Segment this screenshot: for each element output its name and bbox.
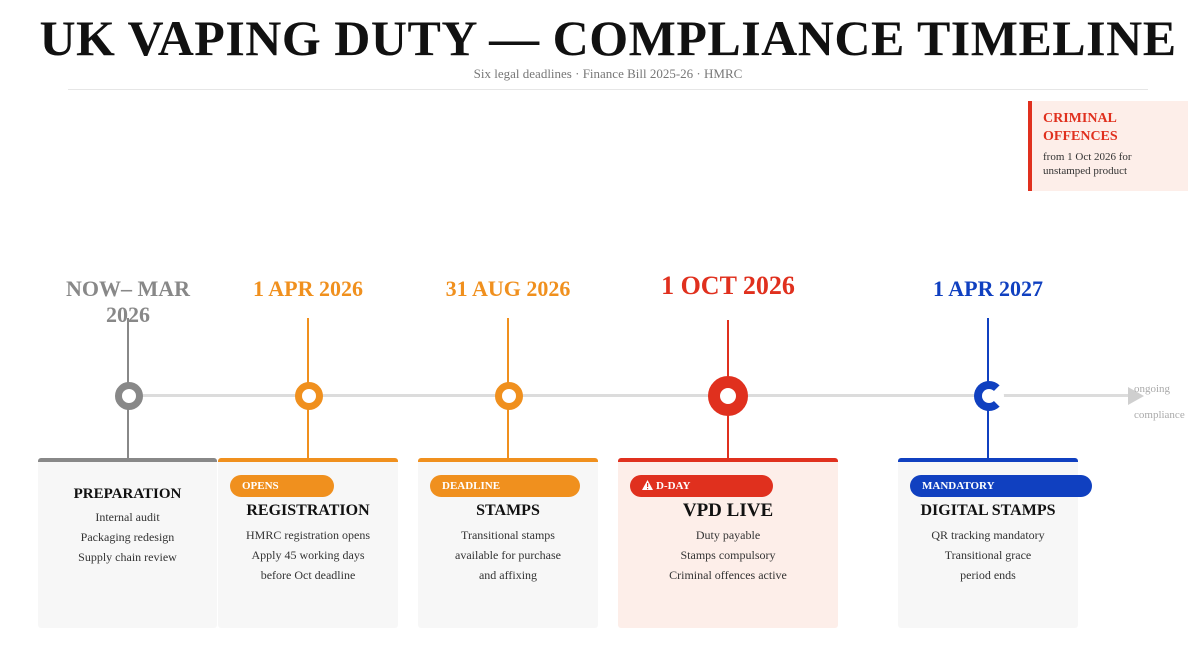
milestone-date-preparation: NOW– MAR 2026: [65, 276, 191, 327]
milestone-card-digital-stamps: MANDATORY DIGITAL STAMPS QR tracking man…: [898, 458, 1092, 628]
card-description: Internal audit Packaging redesign Supply…: [38, 507, 217, 567]
card-line: Internal audit: [95, 510, 160, 524]
milestone-node-vpd-live[interactable]: [708, 376, 748, 416]
milestone-card-stamps: DEADLINE STAMPS Transitional stamps avai…: [418, 458, 598, 628]
milestone-node-stamps[interactable]: [495, 382, 523, 410]
milestone-date-stamps: 31 AUG 2026: [445, 276, 571, 301]
callout-title: CRIMINAL OFFENCES: [1043, 111, 1118, 144]
callout-text: from 1 Oct 2026 for unstamped product: [1043, 151, 1132, 177]
milestone-node-digital-stamps[interactable]: [974, 381, 1004, 411]
card-line: period ends: [960, 568, 1016, 582]
card-title: REGISTRATION: [246, 502, 370, 519]
card-line: Transitional stamps: [461, 528, 555, 542]
card-line: Transitional grace: [944, 548, 1032, 562]
header-divider: [68, 89, 1148, 90]
card-line: Packaging redesign: [80, 530, 175, 544]
warning-icon: [642, 480, 653, 490]
milestone-date-vpd-live: 1 OCT 2026: [661, 271, 795, 300]
page-title: UK VAPING DUTY — COMPLIANCE TIMELINE: [39, 10, 1177, 66]
card-line: Criminal offences active: [669, 568, 787, 582]
page-subtitle: Six legal deadlines · Finance Bill 2025-…: [473, 66, 743, 81]
card-line: before Oct deadline: [260, 568, 356, 582]
card-description: Transitional stamps available for purcha…: [418, 525, 598, 585]
card-title: DIGITAL STAMPS: [920, 502, 1056, 519]
timeline-arrow-icon: [1128, 387, 1144, 405]
card-description: HMRC registration opens Apply 45 working…: [218, 525, 398, 585]
milestone-card-registration: OPENS REGISTRATION HMRC registration ope…: [218, 458, 398, 628]
card-line: QR tracking mandatory: [931, 528, 1045, 542]
milestone-card-vpd-live: D-DAY VPD LIVE Duty payable Stamps compu…: [618, 458, 838, 628]
card-line: and affixing: [478, 568, 538, 582]
card-title: PREPARATION: [73, 486, 182, 502]
milestone-node-preparation[interactable]: [115, 382, 143, 410]
milestone-date-registration: 1 APR 2026: [253, 276, 363, 301]
card-line: Supply chain review: [78, 550, 177, 564]
card-line: Apply 45 working days: [251, 548, 365, 562]
badge-label: D-DAY: [656, 480, 691, 492]
criminal-offences-callout: CRIMINAL OFFENCES from 1 Oct 2026 for un…: [1028, 101, 1188, 191]
badge-opens: OPENS: [230, 475, 334, 497]
card-line: HMRC registration opens: [246, 528, 370, 542]
card-description: QR tracking mandatory Transitional grace…: [898, 525, 1078, 585]
card-title: VPD LIVE: [682, 500, 774, 521]
card-title: STAMPS: [476, 502, 540, 519]
milestone-date-digital-stamps: 1 APR 2027: [933, 276, 1043, 301]
timeline-axis: [128, 394, 1130, 397]
card-description: Duty payable Stamps compulsory Criminal …: [618, 525, 838, 585]
milestone-card-preparation: PREPARATION Internal audit Packaging red…: [38, 458, 217, 628]
card-line: Duty payable: [695, 528, 761, 542]
badge-deadline: DEADLINE: [430, 475, 580, 497]
card-line: Stamps compulsory: [680, 548, 776, 562]
milestone-node-registration[interactable]: [295, 382, 323, 410]
ongoing-compliance-label: ongoing compliance: [1134, 383, 1185, 421]
badge-mandatory: MANDATORY: [910, 475, 1092, 497]
card-line: available for purchase: [455, 548, 561, 562]
badge-d-day: D-DAY: [630, 475, 773, 497]
